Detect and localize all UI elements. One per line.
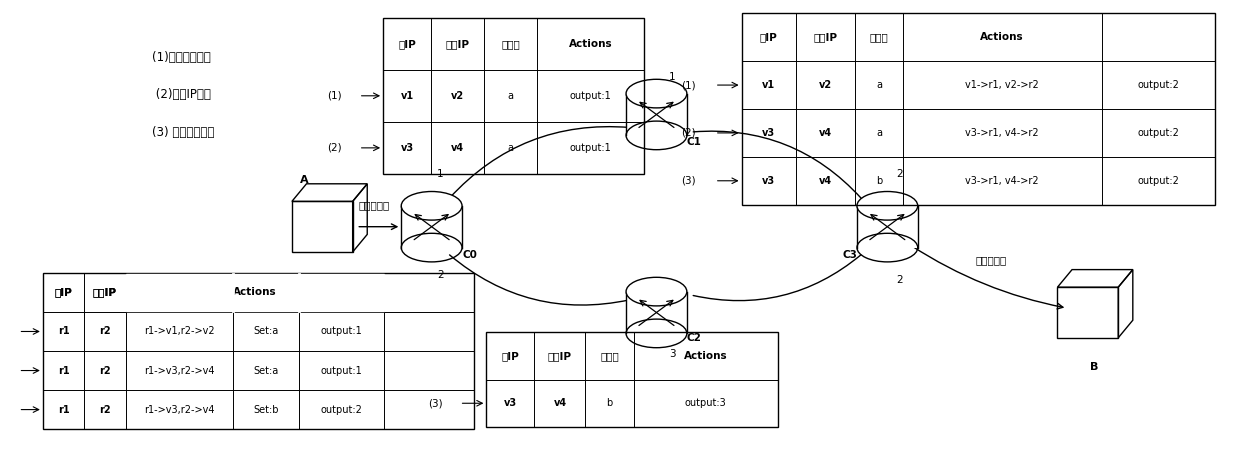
Text: 1: 1 (668, 72, 676, 82)
Text: Actions: Actions (684, 351, 728, 361)
Text: (1)初次流表下发: (1)初次流表下发 (153, 51, 211, 64)
Ellipse shape (857, 191, 918, 220)
Text: 源IP: 源IP (398, 39, 417, 49)
Text: r1: r1 (58, 326, 69, 336)
Text: 1: 1 (436, 169, 444, 179)
Text: r2: r2 (99, 405, 110, 414)
Text: a: a (507, 143, 513, 153)
Text: 版本号: 版本号 (869, 32, 888, 42)
Text: output:2: output:2 (1137, 176, 1179, 186)
Bar (383, 18, 645, 174)
Text: output:1: output:1 (321, 365, 362, 375)
Text: 源IP: 源IP (501, 351, 520, 361)
Bar (486, 332, 777, 427)
Bar (42, 273, 474, 429)
Bar (742, 13, 1215, 205)
Text: Set:a: Set:a (253, 326, 279, 336)
Text: b: b (606, 398, 613, 408)
Text: Actions: Actions (569, 39, 613, 49)
Text: v1->r1, v2->r2: v1->r1, v2->r2 (965, 80, 1039, 90)
Text: v2: v2 (820, 80, 832, 90)
Text: r1->v3,r2->v4: r1->v3,r2->v4 (144, 365, 215, 375)
Text: v3->r1, v4->r2: v3->r1, v4->r2 (966, 176, 1039, 186)
Text: r2: r2 (99, 326, 110, 336)
Text: 版本号: 版本号 (501, 39, 520, 49)
Text: 源IP: 源IP (55, 287, 72, 297)
Text: v1: v1 (763, 80, 775, 90)
Text: A: A (300, 175, 309, 185)
Text: 2: 2 (436, 270, 444, 280)
Text: v3: v3 (401, 143, 414, 153)
Text: (1): (1) (327, 91, 342, 101)
Text: 传输数据包: 传输数据包 (975, 255, 1007, 265)
Text: output:1: output:1 (570, 143, 611, 153)
Text: 2: 2 (897, 274, 903, 285)
Text: v3: v3 (763, 128, 775, 138)
Text: v1: v1 (401, 91, 414, 101)
Text: 目的IP: 目的IP (548, 351, 572, 361)
Text: r1->v3,r2->v4: r1->v3,r2->v4 (144, 405, 215, 414)
Text: output:3: output:3 (684, 398, 727, 408)
Text: v4: v4 (820, 128, 832, 138)
Text: 目的IP: 目的IP (93, 287, 117, 297)
Text: v4: v4 (820, 176, 832, 186)
Text: (2)实现IP跳变: (2)实现IP跳变 (153, 88, 211, 101)
Text: a: a (507, 91, 513, 101)
Text: v3: v3 (503, 398, 517, 408)
Text: Set:b: Set:b (253, 405, 279, 414)
Bar (626, 291, 687, 334)
Text: 版本号: 版本号 (600, 351, 619, 361)
Ellipse shape (626, 277, 687, 306)
Text: 源IP: 源IP (55, 287, 72, 297)
Text: v3->r1, v4->r2: v3->r1, v4->r2 (966, 128, 1039, 138)
Text: 2: 2 (897, 169, 903, 179)
Text: v3: v3 (763, 176, 775, 186)
Text: a: a (875, 128, 882, 138)
Text: 目的IP: 目的IP (93, 287, 117, 297)
Ellipse shape (626, 79, 687, 108)
Text: r1: r1 (58, 405, 69, 414)
Text: Set:a: Set:a (253, 365, 279, 375)
Text: B: B (1090, 362, 1099, 372)
Text: 目的IP: 目的IP (813, 32, 838, 42)
Text: r1->v1,r2->v2: r1->v1,r2->v2 (144, 326, 215, 336)
Text: (1): (1) (681, 80, 696, 90)
Text: 源IP: 源IP (760, 32, 777, 42)
Text: r2: r2 (99, 365, 110, 375)
Text: v4: v4 (451, 143, 464, 153)
Text: C2: C2 (687, 333, 702, 343)
Text: Actions: Actions (981, 32, 1024, 42)
Text: Actions: Actions (157, 287, 201, 297)
Bar (857, 206, 918, 247)
Text: C1: C1 (687, 137, 702, 147)
Text: r1: r1 (58, 365, 69, 375)
Text: output:1: output:1 (321, 326, 362, 336)
Text: 目的IP: 目的IP (445, 39, 470, 49)
Polygon shape (125, 274, 383, 311)
Text: output:2: output:2 (1137, 128, 1179, 138)
Text: output:2: output:2 (321, 405, 362, 414)
Bar (626, 93, 687, 136)
Text: C0: C0 (463, 250, 477, 260)
Text: v4: v4 (553, 398, 567, 408)
Text: C3: C3 (842, 250, 857, 260)
Text: (2): (2) (681, 128, 696, 138)
Text: b: b (875, 176, 882, 186)
Text: 传输数据包: 传输数据包 (358, 200, 391, 210)
Text: output:2: output:2 (1137, 80, 1179, 90)
Text: (3): (3) (428, 398, 443, 408)
Text: 3: 3 (668, 349, 676, 359)
Text: (3): (3) (681, 176, 696, 186)
Ellipse shape (402, 191, 463, 220)
Text: v2: v2 (451, 91, 464, 101)
Text: output:1: output:1 (570, 91, 611, 101)
Text: a: a (875, 80, 882, 90)
Text: (2): (2) (327, 143, 342, 153)
Text: Actions: Actions (233, 287, 277, 297)
Text: (3) 实现路径跳变: (3) 实现路径跳变 (153, 126, 215, 139)
Bar (402, 206, 463, 247)
